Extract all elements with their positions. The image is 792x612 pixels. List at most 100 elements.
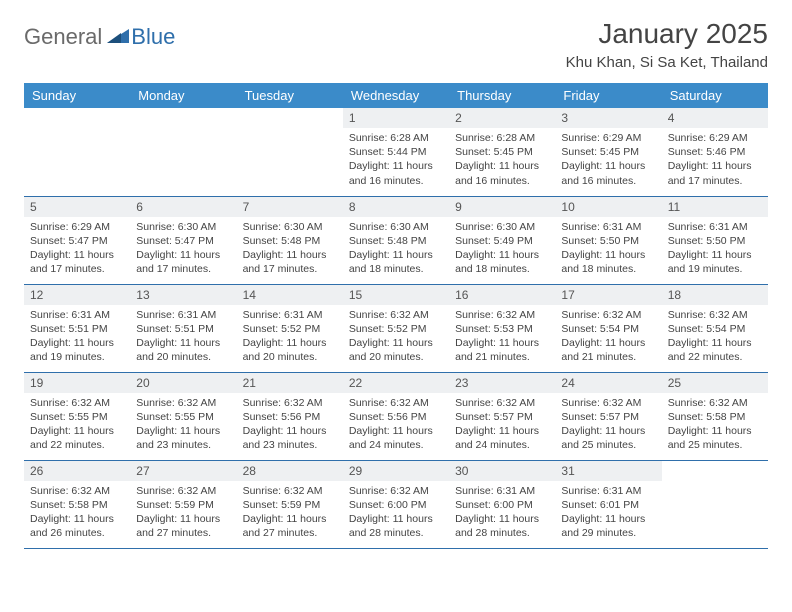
detail-line: Daylight: 11 hours	[243, 248, 337, 262]
detail-line: Sunset: 5:47 PM	[30, 234, 124, 248]
detail-line: Sunset: 5:57 PM	[455, 410, 549, 424]
calendar-day-cell: 25Sunrise: 6:32 AMSunset: 5:58 PMDayligh…	[662, 372, 768, 460]
day-number: 29	[343, 461, 449, 481]
calendar-day-cell: 12Sunrise: 6:31 AMSunset: 5:51 PMDayligh…	[24, 284, 130, 372]
detail-line: Sunrise: 6:31 AM	[30, 308, 124, 322]
detail-line: Sunrise: 6:32 AM	[30, 396, 124, 410]
detail-line: and 24 minutes.	[455, 438, 549, 452]
detail-line: Daylight: 11 hours	[349, 159, 443, 173]
detail-line: and 22 minutes.	[668, 350, 762, 364]
detail-line: and 17 minutes.	[668, 174, 762, 188]
detail-line: and 17 minutes.	[243, 262, 337, 276]
detail-line: Sunset: 5:48 PM	[349, 234, 443, 248]
detail-line: Sunrise: 6:31 AM	[243, 308, 337, 322]
calendar-day-cell: 2Sunrise: 6:28 AMSunset: 5:45 PMDaylight…	[449, 108, 555, 196]
detail-line: Sunset: 5:50 PM	[668, 234, 762, 248]
day-number: 8	[343, 197, 449, 217]
day-details: Sunrise: 6:31 AMSunset: 5:51 PMDaylight:…	[24, 305, 130, 371]
weekday-header-row: SundayMondayTuesdayWednesdayThursdayFrid…	[24, 83, 768, 108]
logo: General Blue	[24, 18, 175, 50]
day-number: 14	[237, 285, 343, 305]
calendar-day-cell: 22Sunrise: 6:32 AMSunset: 5:56 PMDayligh…	[343, 372, 449, 460]
detail-line: Daylight: 11 hours	[455, 248, 549, 262]
detail-line: and 18 minutes.	[349, 262, 443, 276]
day-details: Sunrise: 6:32 AMSunset: 5:58 PMDaylight:…	[24, 481, 130, 547]
day-number: 24	[555, 373, 661, 393]
detail-line: Sunrise: 6:32 AM	[561, 396, 655, 410]
day-details: Sunrise: 6:32 AMSunset: 5:59 PMDaylight:…	[130, 481, 236, 547]
day-details: Sunrise: 6:30 AMSunset: 5:48 PMDaylight:…	[343, 217, 449, 283]
day-number: 19	[24, 373, 130, 393]
calendar-table: SundayMondayTuesdayWednesdayThursdayFrid…	[24, 83, 768, 549]
day-details: Sunrise: 6:32 AMSunset: 5:55 PMDaylight:…	[24, 393, 130, 459]
day-number: 26	[24, 461, 130, 481]
detail-line: Daylight: 11 hours	[136, 424, 230, 438]
detail-line: Sunrise: 6:29 AM	[561, 131, 655, 145]
day-details: Sunrise: 6:31 AMSunset: 6:00 PMDaylight:…	[449, 481, 555, 547]
day-number: 13	[130, 285, 236, 305]
detail-line: Sunrise: 6:32 AM	[668, 396, 762, 410]
calendar-day-cell	[130, 108, 236, 196]
calendar-day-cell: 13Sunrise: 6:31 AMSunset: 5:51 PMDayligh…	[130, 284, 236, 372]
detail-line: Sunrise: 6:31 AM	[561, 220, 655, 234]
detail-line: Daylight: 11 hours	[30, 512, 124, 526]
detail-line: Sunrise: 6:30 AM	[455, 220, 549, 234]
detail-line: and 21 minutes.	[561, 350, 655, 364]
detail-line: Sunrise: 6:30 AM	[349, 220, 443, 234]
day-number: 3	[555, 108, 661, 128]
detail-line: Daylight: 11 hours	[561, 159, 655, 173]
calendar-day-cell: 1Sunrise: 6:28 AMSunset: 5:44 PMDaylight…	[343, 108, 449, 196]
detail-line: Sunrise: 6:28 AM	[349, 131, 443, 145]
detail-line: Daylight: 11 hours	[136, 336, 230, 350]
detail-line: and 17 minutes.	[30, 262, 124, 276]
detail-line: Daylight: 11 hours	[349, 336, 443, 350]
calendar-day-cell: 10Sunrise: 6:31 AMSunset: 5:50 PMDayligh…	[555, 196, 661, 284]
detail-line: Daylight: 11 hours	[668, 248, 762, 262]
detail-line: Sunset: 5:45 PM	[561, 145, 655, 159]
detail-line: Sunset: 6:01 PM	[561, 498, 655, 512]
calendar-week-row: 12Sunrise: 6:31 AMSunset: 5:51 PMDayligh…	[24, 284, 768, 372]
calendar-day-cell: 4Sunrise: 6:29 AMSunset: 5:46 PMDaylight…	[662, 108, 768, 196]
detail-line: and 22 minutes.	[30, 438, 124, 452]
day-details: Sunrise: 6:32 AMSunset: 5:53 PMDaylight:…	[449, 305, 555, 371]
day-details: Sunrise: 6:29 AMSunset: 5:47 PMDaylight:…	[24, 217, 130, 283]
calendar-day-cell: 16Sunrise: 6:32 AMSunset: 5:53 PMDayligh…	[449, 284, 555, 372]
day-details: Sunrise: 6:32 AMSunset: 5:59 PMDaylight:…	[237, 481, 343, 547]
detail-line: and 20 minutes.	[243, 350, 337, 364]
day-number: 25	[662, 373, 768, 393]
day-details: Sunrise: 6:30 AMSunset: 5:49 PMDaylight:…	[449, 217, 555, 283]
detail-line: and 25 minutes.	[668, 438, 762, 452]
detail-line: Daylight: 11 hours	[243, 424, 337, 438]
detail-line: Daylight: 11 hours	[561, 424, 655, 438]
detail-line: Sunrise: 6:28 AM	[455, 131, 549, 145]
detail-line: and 18 minutes.	[561, 262, 655, 276]
detail-line: Daylight: 11 hours	[349, 424, 443, 438]
detail-line: Sunrise: 6:31 AM	[561, 484, 655, 498]
day-details: Sunrise: 6:29 AMSunset: 5:45 PMDaylight:…	[555, 128, 661, 194]
detail-line: Sunset: 5:51 PM	[30, 322, 124, 336]
detail-line: and 23 minutes.	[136, 438, 230, 452]
weekday-header: Friday	[555, 83, 661, 108]
detail-line: and 16 minutes.	[561, 174, 655, 188]
detail-line: Daylight: 11 hours	[561, 248, 655, 262]
detail-line: Daylight: 11 hours	[349, 248, 443, 262]
detail-line: Daylight: 11 hours	[136, 512, 230, 526]
day-number: 9	[449, 197, 555, 217]
detail-line: Sunset: 5:56 PM	[349, 410, 443, 424]
calendar-week-row: 5Sunrise: 6:29 AMSunset: 5:47 PMDaylight…	[24, 196, 768, 284]
detail-line: Sunset: 5:59 PM	[243, 498, 337, 512]
day-details: Sunrise: 6:32 AMSunset: 5:58 PMDaylight:…	[662, 393, 768, 459]
detail-line: Daylight: 11 hours	[349, 512, 443, 526]
title-block: January 2025 Khu Khan, Si Sa Ket, Thaila…	[566, 18, 768, 71]
day-details: Sunrise: 6:32 AMSunset: 5:56 PMDaylight:…	[343, 393, 449, 459]
day-details: Sunrise: 6:30 AMSunset: 5:48 PMDaylight:…	[237, 217, 343, 283]
location-text: Khu Khan, Si Sa Ket, Thailand	[566, 54, 768, 71]
day-details: Sunrise: 6:30 AMSunset: 5:47 PMDaylight:…	[130, 217, 236, 283]
calendar-day-cell: 29Sunrise: 6:32 AMSunset: 6:00 PMDayligh…	[343, 460, 449, 548]
weekday-header: Sunday	[24, 83, 130, 108]
day-number: 30	[449, 461, 555, 481]
detail-line: and 18 minutes.	[455, 262, 549, 276]
day-number: 16	[449, 285, 555, 305]
calendar-day-cell: 19Sunrise: 6:32 AMSunset: 5:55 PMDayligh…	[24, 372, 130, 460]
detail-line: Daylight: 11 hours	[455, 336, 549, 350]
